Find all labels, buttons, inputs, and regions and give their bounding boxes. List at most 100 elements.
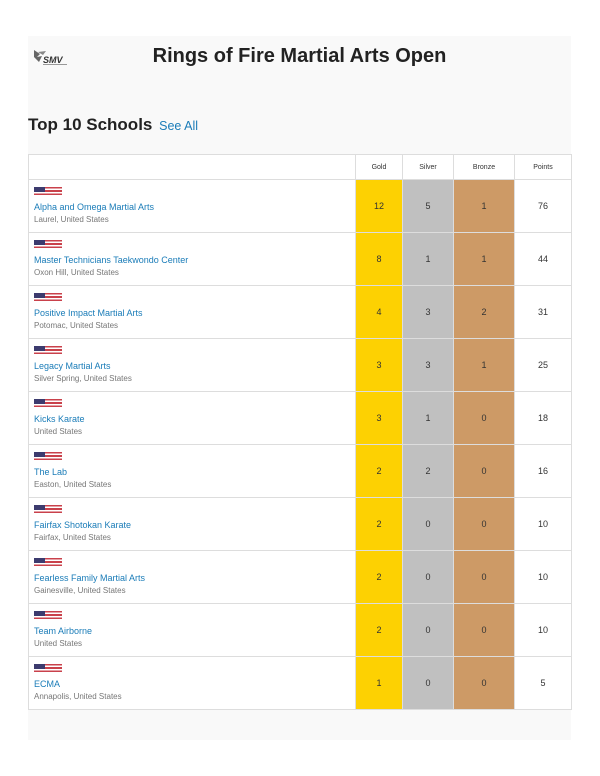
us-flag-icon [34,186,62,195]
school-name-link[interactable]: Master Technicians Taekwondo Center [34,254,189,265]
points-value: 44 [514,232,572,286]
us-flag-icon [34,292,62,301]
us-flag-icon [34,239,62,248]
bronze-count: 0 [453,656,515,710]
gold-count: 2 [355,444,403,498]
us-flag-icon [34,345,62,354]
silver-count: 0 [402,497,454,551]
silver-column-header[interactable]: Silver [402,154,454,180]
silver-count: 3 [402,338,454,392]
see-all-link[interactable]: See All [159,119,199,133]
results-page: SMV Rings of Fire Martial Arts Open Top … [28,36,572,740]
school-name-link[interactable]: Legacy Martial Arts [34,360,111,371]
table-row: Fairfax Shotokan Karate Fairfax, United … [28,497,572,551]
section-heading: Top 10 Schools See All [28,114,198,137]
us-flag-icon [34,610,62,619]
school-location: Easton, United States [34,479,112,489]
top-schools-heading: Top 10 Schools [28,115,153,134]
gold-count: 2 [355,497,403,551]
points-value: 18 [514,391,572,445]
school-location: Laurel, United States [34,214,109,224]
bronze-count: 1 [453,232,515,286]
us-flag-icon [34,557,62,566]
silver-count: 0 [402,656,454,710]
bronze-count: 0 [453,497,515,551]
bronze-count: 0 [453,603,515,657]
points-value: 10 [514,497,572,551]
smv-logo[interactable]: SMV [32,48,70,66]
bronze-count: 1 [453,179,515,233]
school-location: Silver Spring, United States [34,373,132,383]
us-flag-icon [34,398,62,407]
gold-count: 1 [355,656,403,710]
gold-count: 2 [355,550,403,604]
points-value: 76 [514,179,572,233]
points-column-header[interactable]: Points [514,154,572,180]
silver-count: 5 [402,179,454,233]
bronze-count: 0 [453,550,515,604]
silver-count: 1 [402,232,454,286]
school-name-link[interactable]: ECMA [34,678,61,689]
school-cell: Alpha and Omega Martial Arts Laurel, Uni… [28,179,356,233]
bronze-column-header[interactable]: Bronze [453,154,515,180]
svg-text:SMV: SMV [43,55,64,65]
school-location: Fairfax, United States [34,532,111,542]
table-row: Positive Impact Martial Arts Potomac, Un… [28,285,572,339]
school-location: United States [34,638,83,648]
school-name-link[interactable]: Positive Impact Martial Arts [34,307,143,318]
us-flag-icon [34,451,62,460]
school-location: Potomac, United States [34,320,119,330]
gold-count: 8 [355,232,403,286]
table-row: Master Technicians Taekwondo Center Oxon… [28,232,572,286]
table-row: Fearless Family Martial Arts Gainesville… [28,550,572,604]
points-value: 5 [514,656,572,710]
us-flag-icon [34,663,62,672]
us-flag-icon [34,504,62,513]
school-cell: The Lab Easton, United States [28,444,356,498]
table-row: ECMA Annapolis, United States 1 0 0 5 [28,656,572,710]
points-value: 10 [514,550,572,604]
school-cell: Master Technicians Taekwondo Center Oxon… [28,232,356,286]
table-row: Alpha and Omega Martial Arts Laurel, Uni… [28,179,572,233]
points-value: 25 [514,338,572,392]
school-name-link[interactable]: Fearless Family Martial Arts [34,572,146,583]
school-name-link[interactable]: Team Airborne [34,625,93,636]
table-row: The Lab Easton, United States 2 2 0 16 [28,444,572,498]
gold-count: 12 [355,179,403,233]
school-cell: Team Airborne United States [28,603,356,657]
silver-count: 1 [402,391,454,445]
school-location: Oxon Hill, United States [34,267,119,277]
event-title: Rings of Fire Martial Arts Open [152,45,447,67]
gold-count: 4 [355,285,403,339]
school-name-link[interactable]: Kicks Karate [34,413,85,424]
school-column-header [28,154,356,180]
gold-count: 3 [355,338,403,392]
school-name-link[interactable]: Fairfax Shotokan Karate [34,519,132,530]
table-row: Legacy Martial Arts Silver Spring, Unite… [28,338,572,392]
silver-count: 0 [402,603,454,657]
school-cell: ECMA Annapolis, United States [28,656,356,710]
table-header-row: Gold Silver Bronze Points [28,154,572,180]
school-cell: Kicks Karate United States [28,391,356,445]
points-value: 10 [514,603,572,657]
points-value: 31 [514,285,572,339]
bronze-count: 0 [453,391,515,445]
school-name-link[interactable]: Alpha and Omega Martial Arts [34,201,155,212]
school-location: United States [34,426,83,436]
school-location: Annapolis, United States [34,691,122,701]
gold-count: 2 [355,603,403,657]
table-row: Kicks Karate United States 3 1 0 18 [28,391,572,445]
bronze-count: 2 [453,285,515,339]
table-row: Team Airborne United States 2 0 0 10 [28,603,572,657]
silver-count: 0 [402,550,454,604]
silver-count: 2 [402,444,454,498]
gold-column-header[interactable]: Gold [355,154,403,180]
bronze-count: 0 [453,444,515,498]
school-cell: Fairfax Shotokan Karate Fairfax, United … [28,497,356,551]
school-cell: Positive Impact Martial Arts Potomac, Un… [28,285,356,339]
school-cell: Legacy Martial Arts Silver Spring, Unite… [28,338,356,392]
points-value: 16 [514,444,572,498]
bronze-count: 1 [453,338,515,392]
silver-count: 3 [402,285,454,339]
school-name-link[interactable]: The Lab [34,466,68,477]
